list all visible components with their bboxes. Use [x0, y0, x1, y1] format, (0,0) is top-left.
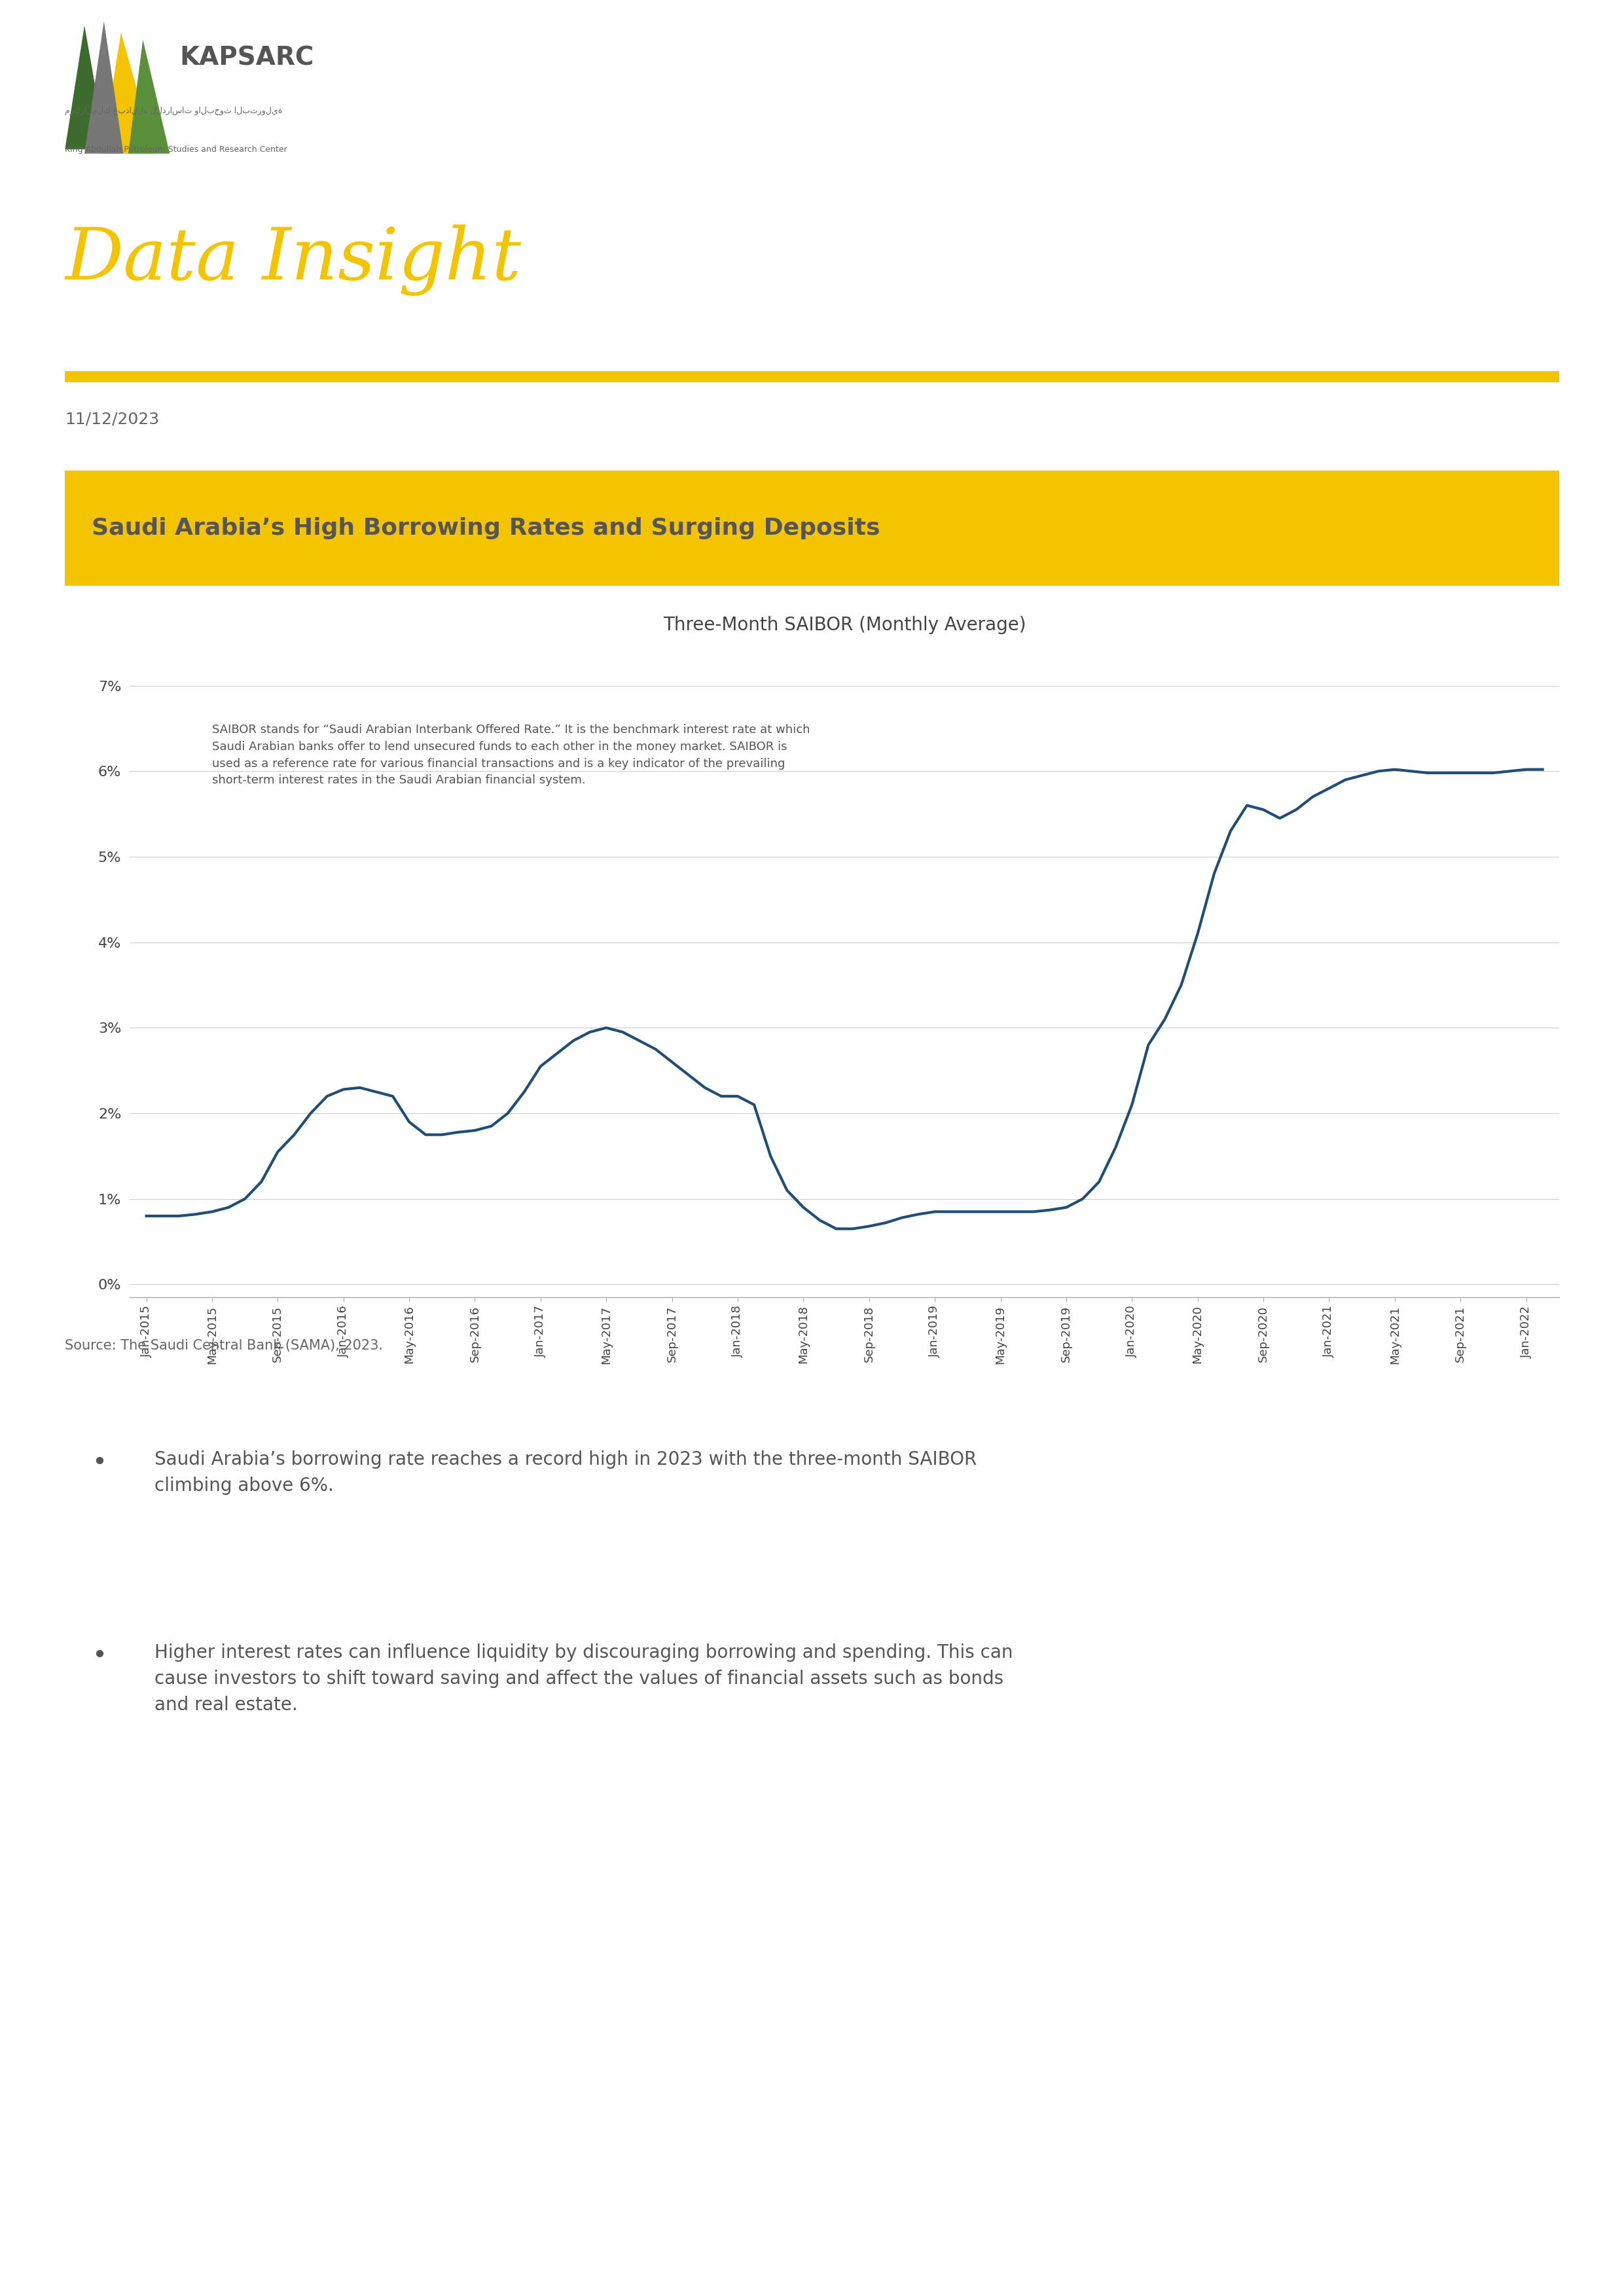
- Polygon shape: [128, 39, 171, 154]
- Polygon shape: [84, 21, 123, 154]
- Text: King Abdullah Petroleum Studies and Research Center: King Abdullah Petroleum Studies and Rese…: [65, 145, 287, 154]
- Polygon shape: [101, 32, 156, 154]
- Text: •: •: [93, 1451, 107, 1476]
- Text: 11/12/2023: 11/12/2023: [65, 411, 159, 427]
- Bar: [65, 372, 1559, 381]
- Text: مركزالملك عبدالله للدراسات والبحوث البترولية: مركزالملك عبدالله للدراسات والبحوث البتر…: [65, 106, 283, 115]
- Text: KAPSARC: KAPSARC: [179, 46, 313, 71]
- Text: Source: The Saudi Central Bank (SAMA), 2023.: Source: The Saudi Central Bank (SAMA), 2…: [65, 1339, 383, 1352]
- Text: Saudi Arabia’s borrowing rate reaches a record high in 2023 with the three-month: Saudi Arabia’s borrowing rate reaches a …: [154, 1451, 978, 1495]
- Text: Saudi Arabia’s High Borrowing Rates and Surging Deposits: Saudi Arabia’s High Borrowing Rates and …: [93, 517, 880, 540]
- Text: Higher interest rates can influence liquidity by discouraging borrowing and spen: Higher interest rates can influence liqu…: [154, 1644, 1013, 1715]
- Title: Three-Month SAIBOR (Monthly Average): Three-Month SAIBOR (Monthly Average): [663, 615, 1026, 634]
- Polygon shape: [65, 25, 107, 149]
- Text: •: •: [93, 1644, 107, 1669]
- Text: SAIBOR stands for “Saudi Arabian Interbank Offered Rate.” It is the benchmark in: SAIBOR stands for “Saudi Arabian Interba…: [213, 723, 810, 788]
- Text: Data Insight: Data Insight: [65, 225, 521, 296]
